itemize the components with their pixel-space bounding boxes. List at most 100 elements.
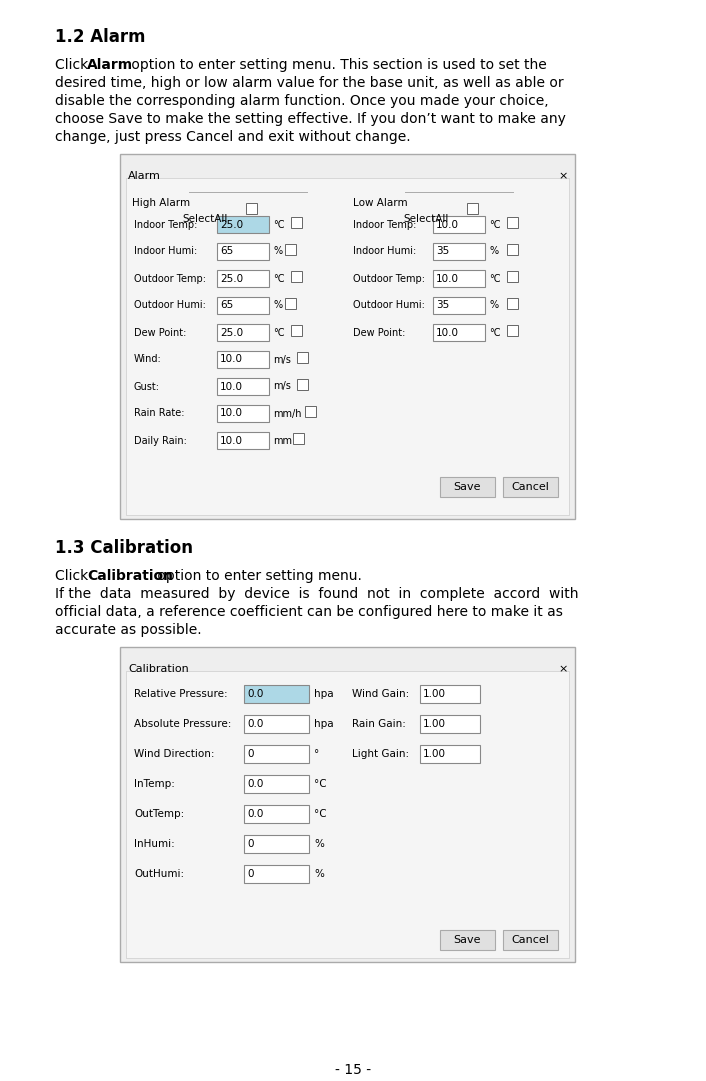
Text: 1.00: 1.00 <box>423 689 446 699</box>
FancyBboxPatch shape <box>503 930 558 950</box>
Text: %: % <box>273 246 282 256</box>
Text: Dew Point:: Dew Point: <box>353 328 405 337</box>
FancyBboxPatch shape <box>244 775 309 793</box>
FancyBboxPatch shape <box>244 835 309 853</box>
Text: If the  data  measured  by  device  is  found  not  in  complete  accord  with: If the data measured by device is found … <box>55 587 578 601</box>
FancyBboxPatch shape <box>217 324 269 341</box>
Text: desired time, high or low alarm value for the base unit, as well as able or: desired time, high or low alarm value fo… <box>55 76 563 90</box>
FancyBboxPatch shape <box>507 244 518 255</box>
Text: 35: 35 <box>436 246 449 256</box>
Text: 1.3 Calibration: 1.3 Calibration <box>55 539 193 557</box>
FancyBboxPatch shape <box>420 715 480 733</box>
FancyBboxPatch shape <box>217 297 269 313</box>
Text: %: % <box>314 869 324 879</box>
Text: mm: mm <box>273 436 292 445</box>
Text: 10.0: 10.0 <box>220 436 243 445</box>
Text: 10.0: 10.0 <box>220 382 243 391</box>
Text: 0.0: 0.0 <box>247 809 263 819</box>
Text: 25.0: 25.0 <box>220 273 243 283</box>
FancyBboxPatch shape <box>507 217 518 228</box>
FancyBboxPatch shape <box>126 178 569 515</box>
Text: Wind:: Wind: <box>134 355 162 364</box>
Text: 65: 65 <box>220 301 233 310</box>
FancyBboxPatch shape <box>297 379 308 390</box>
Text: Light Gain:: Light Gain: <box>352 749 409 759</box>
Text: %: % <box>489 301 498 310</box>
FancyBboxPatch shape <box>291 217 302 228</box>
Text: °: ° <box>314 749 319 759</box>
Text: InTemp:: InTemp: <box>134 779 175 789</box>
Text: SelectAll: SelectAll <box>182 214 227 224</box>
FancyBboxPatch shape <box>507 325 518 336</box>
Text: Gust:: Gust: <box>134 382 160 391</box>
Text: 1.00: 1.00 <box>423 749 446 759</box>
FancyBboxPatch shape <box>217 351 269 368</box>
FancyBboxPatch shape <box>126 671 569 958</box>
FancyBboxPatch shape <box>244 685 309 703</box>
Text: Click: Click <box>55 569 92 583</box>
Text: change, just press Cancel and exit without change.: change, just press Cancel and exit witho… <box>55 130 411 144</box>
Text: Outdoor Humi:: Outdoor Humi: <box>134 301 206 310</box>
Text: Cancel: Cancel <box>512 935 549 945</box>
FancyBboxPatch shape <box>297 352 308 363</box>
Text: 0: 0 <box>247 839 253 849</box>
Text: Wind Direction:: Wind Direction: <box>134 749 215 759</box>
Text: Save: Save <box>454 935 481 945</box>
Text: Low Alarm: Low Alarm <box>353 198 407 208</box>
FancyBboxPatch shape <box>305 406 316 417</box>
Text: hpa: hpa <box>314 689 334 699</box>
FancyBboxPatch shape <box>244 805 309 823</box>
Text: m/s: m/s <box>273 382 291 391</box>
Text: InHumi:: InHumi: <box>134 839 175 849</box>
FancyBboxPatch shape <box>420 745 480 763</box>
Text: Cancel: Cancel <box>512 482 549 492</box>
Text: °C: °C <box>273 273 285 283</box>
FancyBboxPatch shape <box>440 477 495 497</box>
FancyBboxPatch shape <box>246 203 257 214</box>
Text: °C: °C <box>273 219 285 229</box>
Text: 10.0: 10.0 <box>220 409 243 418</box>
Text: OutTemp:: OutTemp: <box>134 809 184 819</box>
Text: Outdoor Temp:: Outdoor Temp: <box>134 273 206 283</box>
Text: 10.0: 10.0 <box>436 219 459 229</box>
Text: 1.00: 1.00 <box>423 719 446 729</box>
Text: °C: °C <box>273 328 285 337</box>
FancyBboxPatch shape <box>244 865 309 883</box>
Text: Calibration: Calibration <box>87 569 173 583</box>
Text: High Alarm: High Alarm <box>132 198 190 208</box>
FancyBboxPatch shape <box>293 433 304 444</box>
FancyBboxPatch shape <box>217 243 269 261</box>
Text: °C: °C <box>489 273 501 283</box>
Text: 0.0: 0.0 <box>247 779 263 789</box>
FancyBboxPatch shape <box>420 685 480 703</box>
FancyBboxPatch shape <box>120 154 575 519</box>
Text: Save: Save <box>454 482 481 492</box>
FancyBboxPatch shape <box>285 298 296 309</box>
Text: 0: 0 <box>247 869 253 879</box>
Text: %: % <box>273 301 282 310</box>
Text: 0.0: 0.0 <box>247 719 263 729</box>
Text: disable the corresponding alarm function. Once you made your choice,: disable the corresponding alarm function… <box>55 94 549 108</box>
Text: m/s: m/s <box>273 355 291 364</box>
FancyBboxPatch shape <box>217 432 269 449</box>
Text: 0.0: 0.0 <box>247 689 263 699</box>
FancyBboxPatch shape <box>433 297 485 313</box>
Text: Outdoor Temp:: Outdoor Temp: <box>353 273 425 283</box>
FancyBboxPatch shape <box>217 270 269 286</box>
FancyBboxPatch shape <box>433 216 485 233</box>
Text: ×: × <box>558 664 568 673</box>
Text: °C: °C <box>314 779 327 789</box>
Text: Click: Click <box>55 58 92 72</box>
Text: option to enter setting menu. This section is used to set the: option to enter setting menu. This secti… <box>127 58 546 72</box>
FancyBboxPatch shape <box>217 405 269 422</box>
FancyBboxPatch shape <box>433 324 485 341</box>
Text: Indoor Humi:: Indoor Humi: <box>134 246 197 256</box>
FancyBboxPatch shape <box>507 298 518 309</box>
FancyBboxPatch shape <box>217 216 269 233</box>
Text: Indoor Temp:: Indoor Temp: <box>134 219 198 229</box>
Text: Indoor Temp:: Indoor Temp: <box>353 219 417 229</box>
Text: accurate as possible.: accurate as possible. <box>55 623 202 637</box>
Text: SelectAll: SelectAll <box>403 214 448 224</box>
Text: Calibration: Calibration <box>128 664 189 673</box>
Text: Alarm: Alarm <box>128 171 161 181</box>
